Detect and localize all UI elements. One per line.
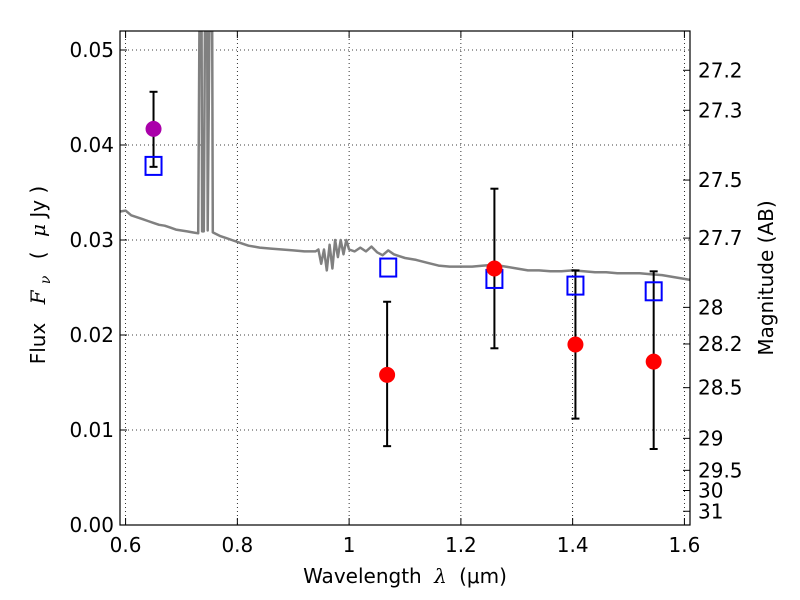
y2-tick-label: 31 [698, 499, 723, 523]
model-point [144, 155, 163, 176]
observed-point [567, 336, 584, 353]
model-points-layer [144, 155, 663, 302]
y-tick-label: 0.05 [69, 38, 114, 62]
y-axis-label: Flux F ν ( μ Jy ) [26, 186, 55, 365]
model-point [566, 275, 585, 296]
y2-tick-label: 29 [698, 426, 723, 450]
y-axis-label-unit-mu: μ [26, 224, 50, 237]
y2-tick-label: 27.7 [698, 226, 743, 250]
observed-point [486, 260, 503, 277]
x-tick-label: 1 [343, 533, 356, 557]
y-tick-label: 0.03 [69, 228, 114, 252]
y2-tick-label: 28 [698, 295, 723, 319]
template-spectrum-layer [120, 31, 690, 282]
y2-tick-label: 28.2 [698, 332, 743, 356]
x-axis-label-symbol: λ [433, 564, 447, 588]
template-spectrum-line [120, 31, 690, 282]
x-axis-label-unit: (μm) [459, 564, 507, 588]
y-axis-label-symbol: F [26, 289, 50, 305]
y-axis-label-unit-rest: Jy ) [26, 186, 50, 220]
y2-tick-label: 29.5 [698, 458, 743, 482]
x-tick-label: 1.6 [669, 533, 701, 557]
special-point [145, 120, 162, 137]
y2-tick-label: 27.2 [698, 58, 743, 82]
observed-points-layer [145, 120, 662, 383]
x-tick-label: 1.2 [445, 533, 477, 557]
y-axis-label-unit-open: ( [26, 251, 50, 259]
observed-point [645, 353, 662, 370]
y-tick-label: 0.00 [69, 513, 114, 537]
y2-axis-label: Magnitude (AB) [754, 200, 778, 355]
x-axis-label-text: Wavelength [303, 564, 422, 588]
y2-tick-label: 30 [698, 479, 723, 503]
y-axis-label-subscript: ν [38, 275, 54, 284]
model-point [644, 281, 663, 302]
x-axis-label: Wavelength λ (μm) [303, 564, 507, 588]
y2-tick-label: 27.5 [698, 168, 743, 192]
x-tick-label: 0.6 [110, 533, 142, 557]
ticks-layer: 0.6 0.8 1 1.2 1.4 1.6 0.00 0.01 0.02 0.03 0.04 0.05… [69, 31, 743, 557]
y-tick-label: 0.02 [69, 323, 114, 347]
plot-frame [119, 30, 691, 526]
observed-point [379, 366, 396, 383]
y2-tick-label: 27.3 [698, 98, 743, 122]
y-axis-label-text: Flux [26, 323, 50, 365]
model-point [379, 257, 398, 278]
y2-tick-label: 28.5 [698, 376, 743, 400]
x-tick-label: 0.8 [221, 533, 253, 557]
y-tick-label: 0.01 [69, 418, 114, 442]
y-tick-label: 0.04 [69, 133, 114, 157]
x-tick-label: 1.4 [557, 533, 589, 557]
